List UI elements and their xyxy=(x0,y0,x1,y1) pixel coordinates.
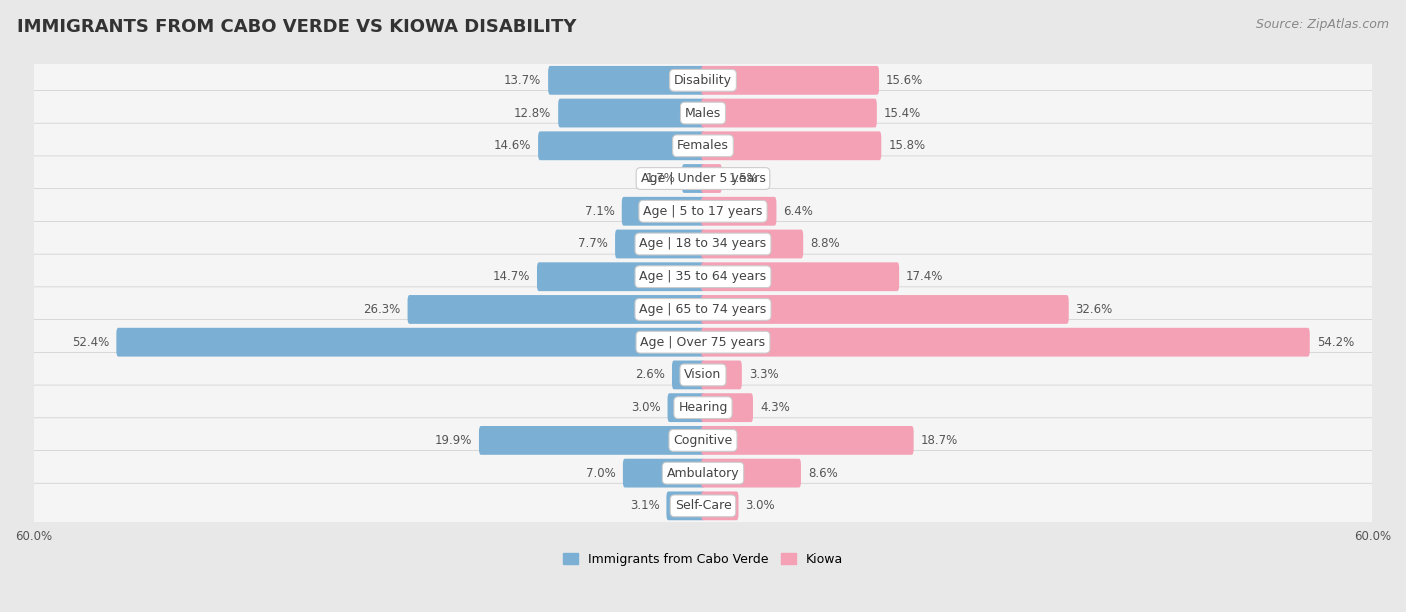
FancyBboxPatch shape xyxy=(14,123,1392,168)
Text: 13.7%: 13.7% xyxy=(503,74,541,87)
Text: 19.9%: 19.9% xyxy=(434,434,472,447)
FancyBboxPatch shape xyxy=(479,426,704,455)
Text: 18.7%: 18.7% xyxy=(921,434,957,447)
Text: Age | Over 75 years: Age | Over 75 years xyxy=(641,336,765,349)
FancyBboxPatch shape xyxy=(117,328,704,357)
FancyBboxPatch shape xyxy=(702,164,721,193)
FancyBboxPatch shape xyxy=(666,491,704,520)
FancyBboxPatch shape xyxy=(702,99,877,127)
FancyBboxPatch shape xyxy=(538,132,704,160)
Text: Age | 18 to 34 years: Age | 18 to 34 years xyxy=(640,237,766,250)
Text: Cognitive: Cognitive xyxy=(673,434,733,447)
FancyBboxPatch shape xyxy=(702,360,742,389)
Text: 14.7%: 14.7% xyxy=(492,271,530,283)
Text: 8.6%: 8.6% xyxy=(808,466,838,480)
FancyBboxPatch shape xyxy=(702,197,776,226)
Text: 17.4%: 17.4% xyxy=(905,271,943,283)
Text: Disability: Disability xyxy=(673,74,733,87)
Text: IMMIGRANTS FROM CABO VERDE VS KIOWA DISABILITY: IMMIGRANTS FROM CABO VERDE VS KIOWA DISA… xyxy=(17,18,576,36)
FancyBboxPatch shape xyxy=(702,426,914,455)
FancyBboxPatch shape xyxy=(14,483,1392,528)
Text: 60.0%: 60.0% xyxy=(1354,531,1391,543)
Text: Hearing: Hearing xyxy=(678,401,728,414)
Text: Source: ZipAtlas.com: Source: ZipAtlas.com xyxy=(1256,18,1389,31)
FancyBboxPatch shape xyxy=(14,353,1392,398)
Text: 1.5%: 1.5% xyxy=(728,172,758,185)
Text: 1.7%: 1.7% xyxy=(645,172,675,185)
FancyBboxPatch shape xyxy=(14,319,1392,365)
Text: Vision: Vision xyxy=(685,368,721,381)
Text: 12.8%: 12.8% xyxy=(515,106,551,119)
Text: 6.4%: 6.4% xyxy=(783,205,813,218)
Text: 8.8%: 8.8% xyxy=(810,237,839,250)
Text: 15.6%: 15.6% xyxy=(886,74,924,87)
FancyBboxPatch shape xyxy=(621,197,704,226)
FancyBboxPatch shape xyxy=(702,328,1310,357)
FancyBboxPatch shape xyxy=(558,99,704,127)
Text: Age | Under 5 years: Age | Under 5 years xyxy=(641,172,765,185)
FancyBboxPatch shape xyxy=(408,295,704,324)
FancyBboxPatch shape xyxy=(548,66,704,95)
Text: Age | 5 to 17 years: Age | 5 to 17 years xyxy=(644,205,762,218)
Text: 7.1%: 7.1% xyxy=(585,205,614,218)
FancyBboxPatch shape xyxy=(14,385,1392,430)
FancyBboxPatch shape xyxy=(702,132,882,160)
Text: 26.3%: 26.3% xyxy=(363,303,401,316)
FancyBboxPatch shape xyxy=(14,91,1392,136)
FancyBboxPatch shape xyxy=(14,254,1392,299)
FancyBboxPatch shape xyxy=(14,450,1392,496)
Text: 60.0%: 60.0% xyxy=(15,531,52,543)
Text: 7.0%: 7.0% xyxy=(586,466,616,480)
FancyBboxPatch shape xyxy=(702,263,900,291)
FancyBboxPatch shape xyxy=(14,287,1392,332)
FancyBboxPatch shape xyxy=(14,156,1392,201)
FancyBboxPatch shape xyxy=(14,58,1392,103)
FancyBboxPatch shape xyxy=(702,394,754,422)
Text: Self-Care: Self-Care xyxy=(675,499,731,512)
FancyBboxPatch shape xyxy=(702,295,1069,324)
Text: 15.4%: 15.4% xyxy=(884,106,921,119)
Text: 3.0%: 3.0% xyxy=(745,499,775,512)
Text: 15.8%: 15.8% xyxy=(889,140,925,152)
Legend: Immigrants from Cabo Verde, Kiowa: Immigrants from Cabo Verde, Kiowa xyxy=(558,548,848,571)
FancyBboxPatch shape xyxy=(14,188,1392,234)
Text: 3.0%: 3.0% xyxy=(631,401,661,414)
FancyBboxPatch shape xyxy=(672,360,704,389)
Text: 54.2%: 54.2% xyxy=(1316,336,1354,349)
Text: Age | 65 to 74 years: Age | 65 to 74 years xyxy=(640,303,766,316)
Text: Females: Females xyxy=(678,140,728,152)
Text: 7.7%: 7.7% xyxy=(578,237,609,250)
FancyBboxPatch shape xyxy=(668,394,704,422)
Text: 32.6%: 32.6% xyxy=(1076,303,1114,316)
Text: 14.6%: 14.6% xyxy=(494,140,531,152)
FancyBboxPatch shape xyxy=(702,491,738,520)
Text: 3.3%: 3.3% xyxy=(749,368,779,381)
FancyBboxPatch shape xyxy=(537,263,704,291)
FancyBboxPatch shape xyxy=(623,459,704,488)
FancyBboxPatch shape xyxy=(14,222,1392,267)
Text: Males: Males xyxy=(685,106,721,119)
Text: 52.4%: 52.4% xyxy=(72,336,110,349)
Text: 3.1%: 3.1% xyxy=(630,499,659,512)
FancyBboxPatch shape xyxy=(702,459,801,488)
Text: Ambulatory: Ambulatory xyxy=(666,466,740,480)
FancyBboxPatch shape xyxy=(702,66,879,95)
FancyBboxPatch shape xyxy=(682,164,704,193)
FancyBboxPatch shape xyxy=(614,230,704,258)
FancyBboxPatch shape xyxy=(14,418,1392,463)
FancyBboxPatch shape xyxy=(702,230,803,258)
Text: 2.6%: 2.6% xyxy=(636,368,665,381)
Text: Age | 35 to 64 years: Age | 35 to 64 years xyxy=(640,271,766,283)
Text: 4.3%: 4.3% xyxy=(759,401,790,414)
